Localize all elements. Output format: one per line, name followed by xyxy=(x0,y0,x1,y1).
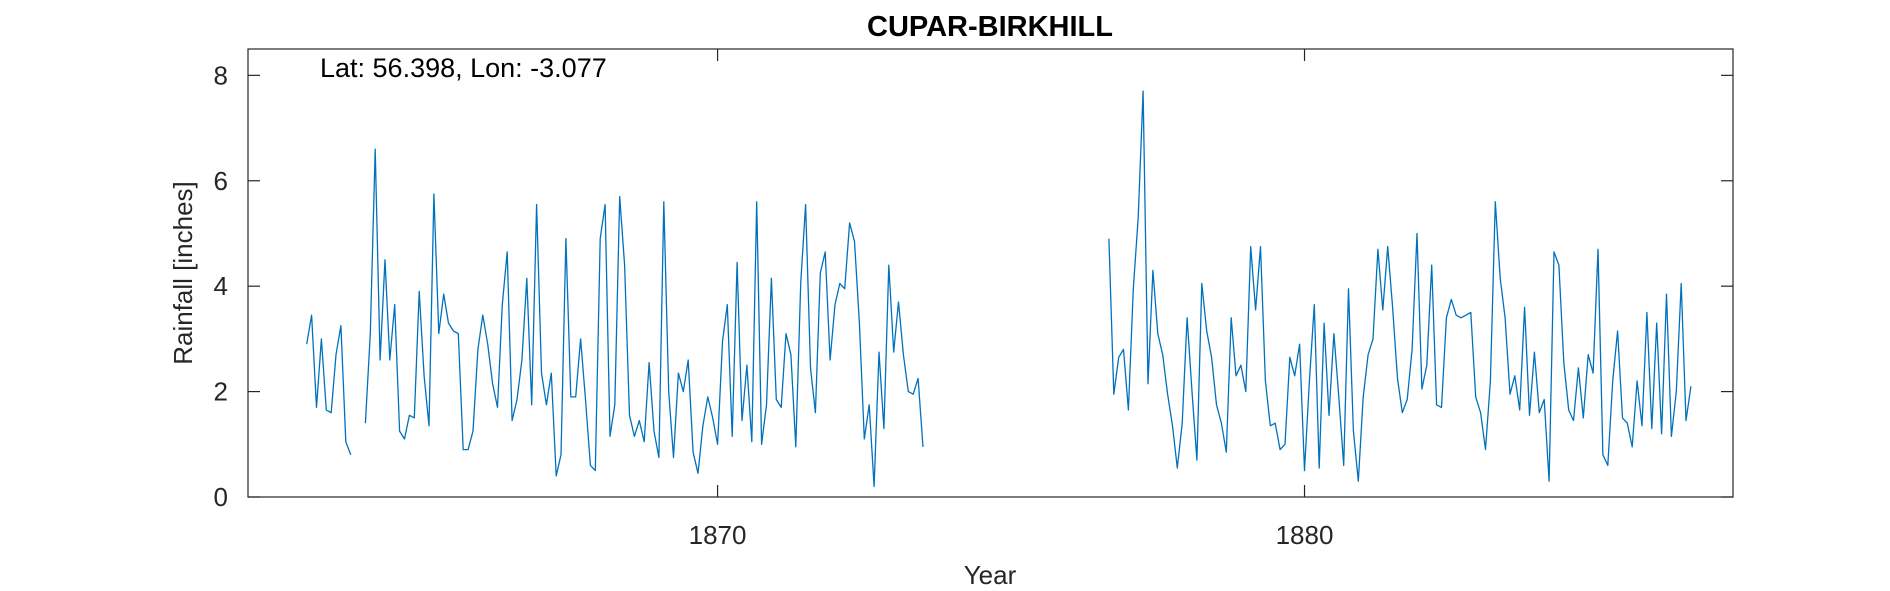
y-axis-ticks: 0 2 4 6 8 xyxy=(214,60,1733,512)
rainfall-line xyxy=(306,148,924,488)
x-axis-ticks: 1870 1880 xyxy=(689,49,1334,550)
y-tick-label: 8 xyxy=(214,60,228,90)
station-coordinates: Lat: 56.398, Lon: -3.077 xyxy=(320,53,607,83)
y-tick-label: 4 xyxy=(214,271,228,301)
y-tick-label: 2 xyxy=(214,377,228,407)
x-tick-label: 1870 xyxy=(689,520,747,550)
plot-area xyxy=(247,48,1734,498)
x-tick-label: 1880 xyxy=(1276,520,1334,550)
y-tick-label: 6 xyxy=(214,166,228,196)
x-axis-title: Year xyxy=(964,560,1017,590)
rainfall-line xyxy=(1108,90,1692,482)
y-axis-title: Rainfall [inches] xyxy=(168,181,198,365)
chart-title: CUPAR-BIRKHILL xyxy=(867,11,1113,43)
y-tick-label: 0 xyxy=(214,482,228,512)
rainfall-series xyxy=(306,90,1692,488)
